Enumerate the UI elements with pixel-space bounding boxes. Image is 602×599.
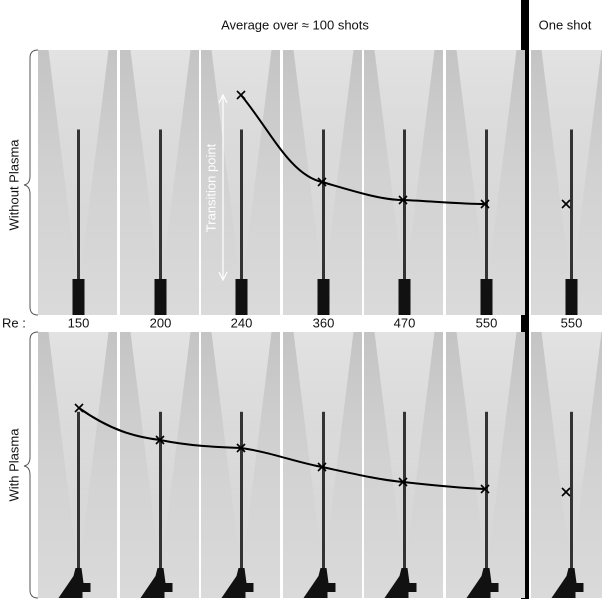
nozzle: [221, 568, 254, 598]
transition-marker: [236, 443, 246, 453]
nozzle: [303, 568, 336, 598]
nozzle: [384, 568, 417, 598]
jet: [485, 411, 488, 578]
jet: [403, 411, 406, 578]
nozzle: [317, 279, 330, 315]
jet: [570, 411, 573, 578]
transition-marker: [74, 403, 84, 413]
brace: [23, 331, 39, 599]
nozzle: [565, 279, 578, 315]
nozzle: [466, 568, 499, 598]
re-value: 470: [394, 315, 416, 330]
nozzle: [398, 279, 411, 315]
jet: [77, 129, 80, 295]
nozzle: [480, 279, 493, 315]
re-value: 550: [561, 315, 583, 330]
jet: [240, 129, 243, 295]
jet: [403, 129, 406, 295]
transition-marker: [317, 177, 327, 187]
jet: [322, 129, 325, 295]
brace: [23, 49, 39, 316]
transition-marker: [398, 477, 408, 487]
re-value: 150: [68, 315, 90, 330]
transition-marker: [561, 199, 571, 209]
row-label: With Plasma: [6, 428, 21, 502]
transition-marker: [398, 195, 408, 205]
row-label: Without Plasma: [6, 139, 21, 231]
transition-curve: [240, 94, 486, 205]
overlay: Transition point: [74, 90, 571, 497]
annotation: Transition point: [203, 143, 218, 232]
transition-marker: [236, 90, 246, 100]
re-value: 360: [313, 315, 335, 330]
nozzle: [140, 568, 173, 598]
nozzle: [154, 279, 167, 315]
re-label: Re :: [2, 315, 26, 330]
transition-curve: [78, 407, 486, 490]
re-value: 550: [476, 315, 498, 330]
jet: [159, 411, 162, 578]
jet: [77, 411, 80, 578]
transition-marker: [155, 435, 165, 445]
jet: [570, 129, 573, 295]
transition-marker: [480, 199, 490, 209]
nozzle: [235, 279, 248, 315]
jet: [240, 411, 243, 578]
jet: [322, 411, 325, 578]
transition-marker: [480, 484, 490, 494]
nozzle: [72, 279, 85, 315]
nozzle: [58, 568, 91, 598]
transition-marker: [317, 462, 327, 472]
jet: [485, 129, 488, 295]
re-value: 200: [150, 315, 172, 330]
nozzle: [551, 568, 584, 598]
jet: [159, 129, 162, 295]
title: Average over ≈ 100 shots: [221, 17, 369, 32]
one-shot-title: One shot: [539, 17, 592, 32]
arrow-head: [218, 93, 228, 282]
transition-marker: [561, 487, 571, 497]
re-value: 240: [231, 315, 253, 330]
